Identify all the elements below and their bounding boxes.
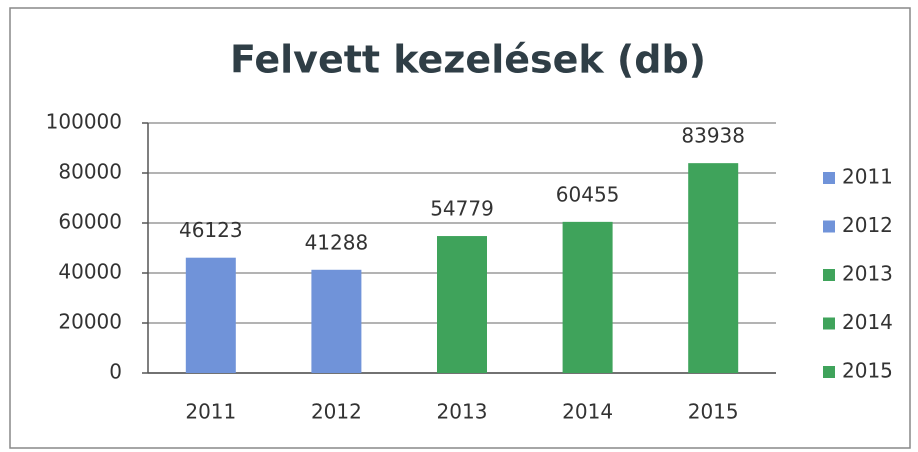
x-tick-label: 2013 bbox=[437, 400, 488, 424]
data-label: 46123 bbox=[179, 218, 243, 242]
bar bbox=[185, 257, 236, 373]
y-tick-label: 80000 bbox=[58, 160, 122, 184]
legend-swatch bbox=[823, 220, 835, 233]
x-tick-label: 2011 bbox=[185, 400, 236, 424]
legend-swatch bbox=[823, 269, 835, 281]
frame bbox=[9, 7, 911, 449]
legend-label: 2013 bbox=[842, 262, 893, 286]
chart-title: Felvett kezelések (db) bbox=[230, 38, 706, 82]
legend-swatch bbox=[823, 366, 835, 378]
x-tick-label: 2015 bbox=[688, 400, 739, 424]
x-tick-label: 2014 bbox=[562, 400, 613, 424]
legend-label: 2015 bbox=[842, 359, 893, 383]
bar bbox=[688, 163, 739, 373]
bar bbox=[311, 269, 362, 373]
legend-swatch bbox=[823, 172, 835, 184]
data-label: 83938 bbox=[681, 124, 745, 148]
x-tick-label: 2012 bbox=[311, 400, 362, 424]
y-tick-label: 40000 bbox=[58, 260, 122, 284]
y-tick-label: 60000 bbox=[58, 210, 122, 234]
data-label: 41288 bbox=[305, 230, 369, 254]
y-tick-label: 0 bbox=[109, 360, 122, 384]
legend-label: 2011 bbox=[842, 165, 893, 189]
legend-swatch bbox=[823, 317, 835, 330]
y-tick-label: 20000 bbox=[58, 310, 122, 334]
data-label: 60455 bbox=[556, 182, 620, 206]
bar bbox=[562, 221, 613, 373]
bar bbox=[437, 236, 487, 373]
data-label: 54779 bbox=[430, 197, 494, 221]
legend-label: 2012 bbox=[842, 213, 893, 237]
legend-label: 2014 bbox=[842, 310, 893, 334]
y-tick-label: 100000 bbox=[46, 110, 122, 134]
